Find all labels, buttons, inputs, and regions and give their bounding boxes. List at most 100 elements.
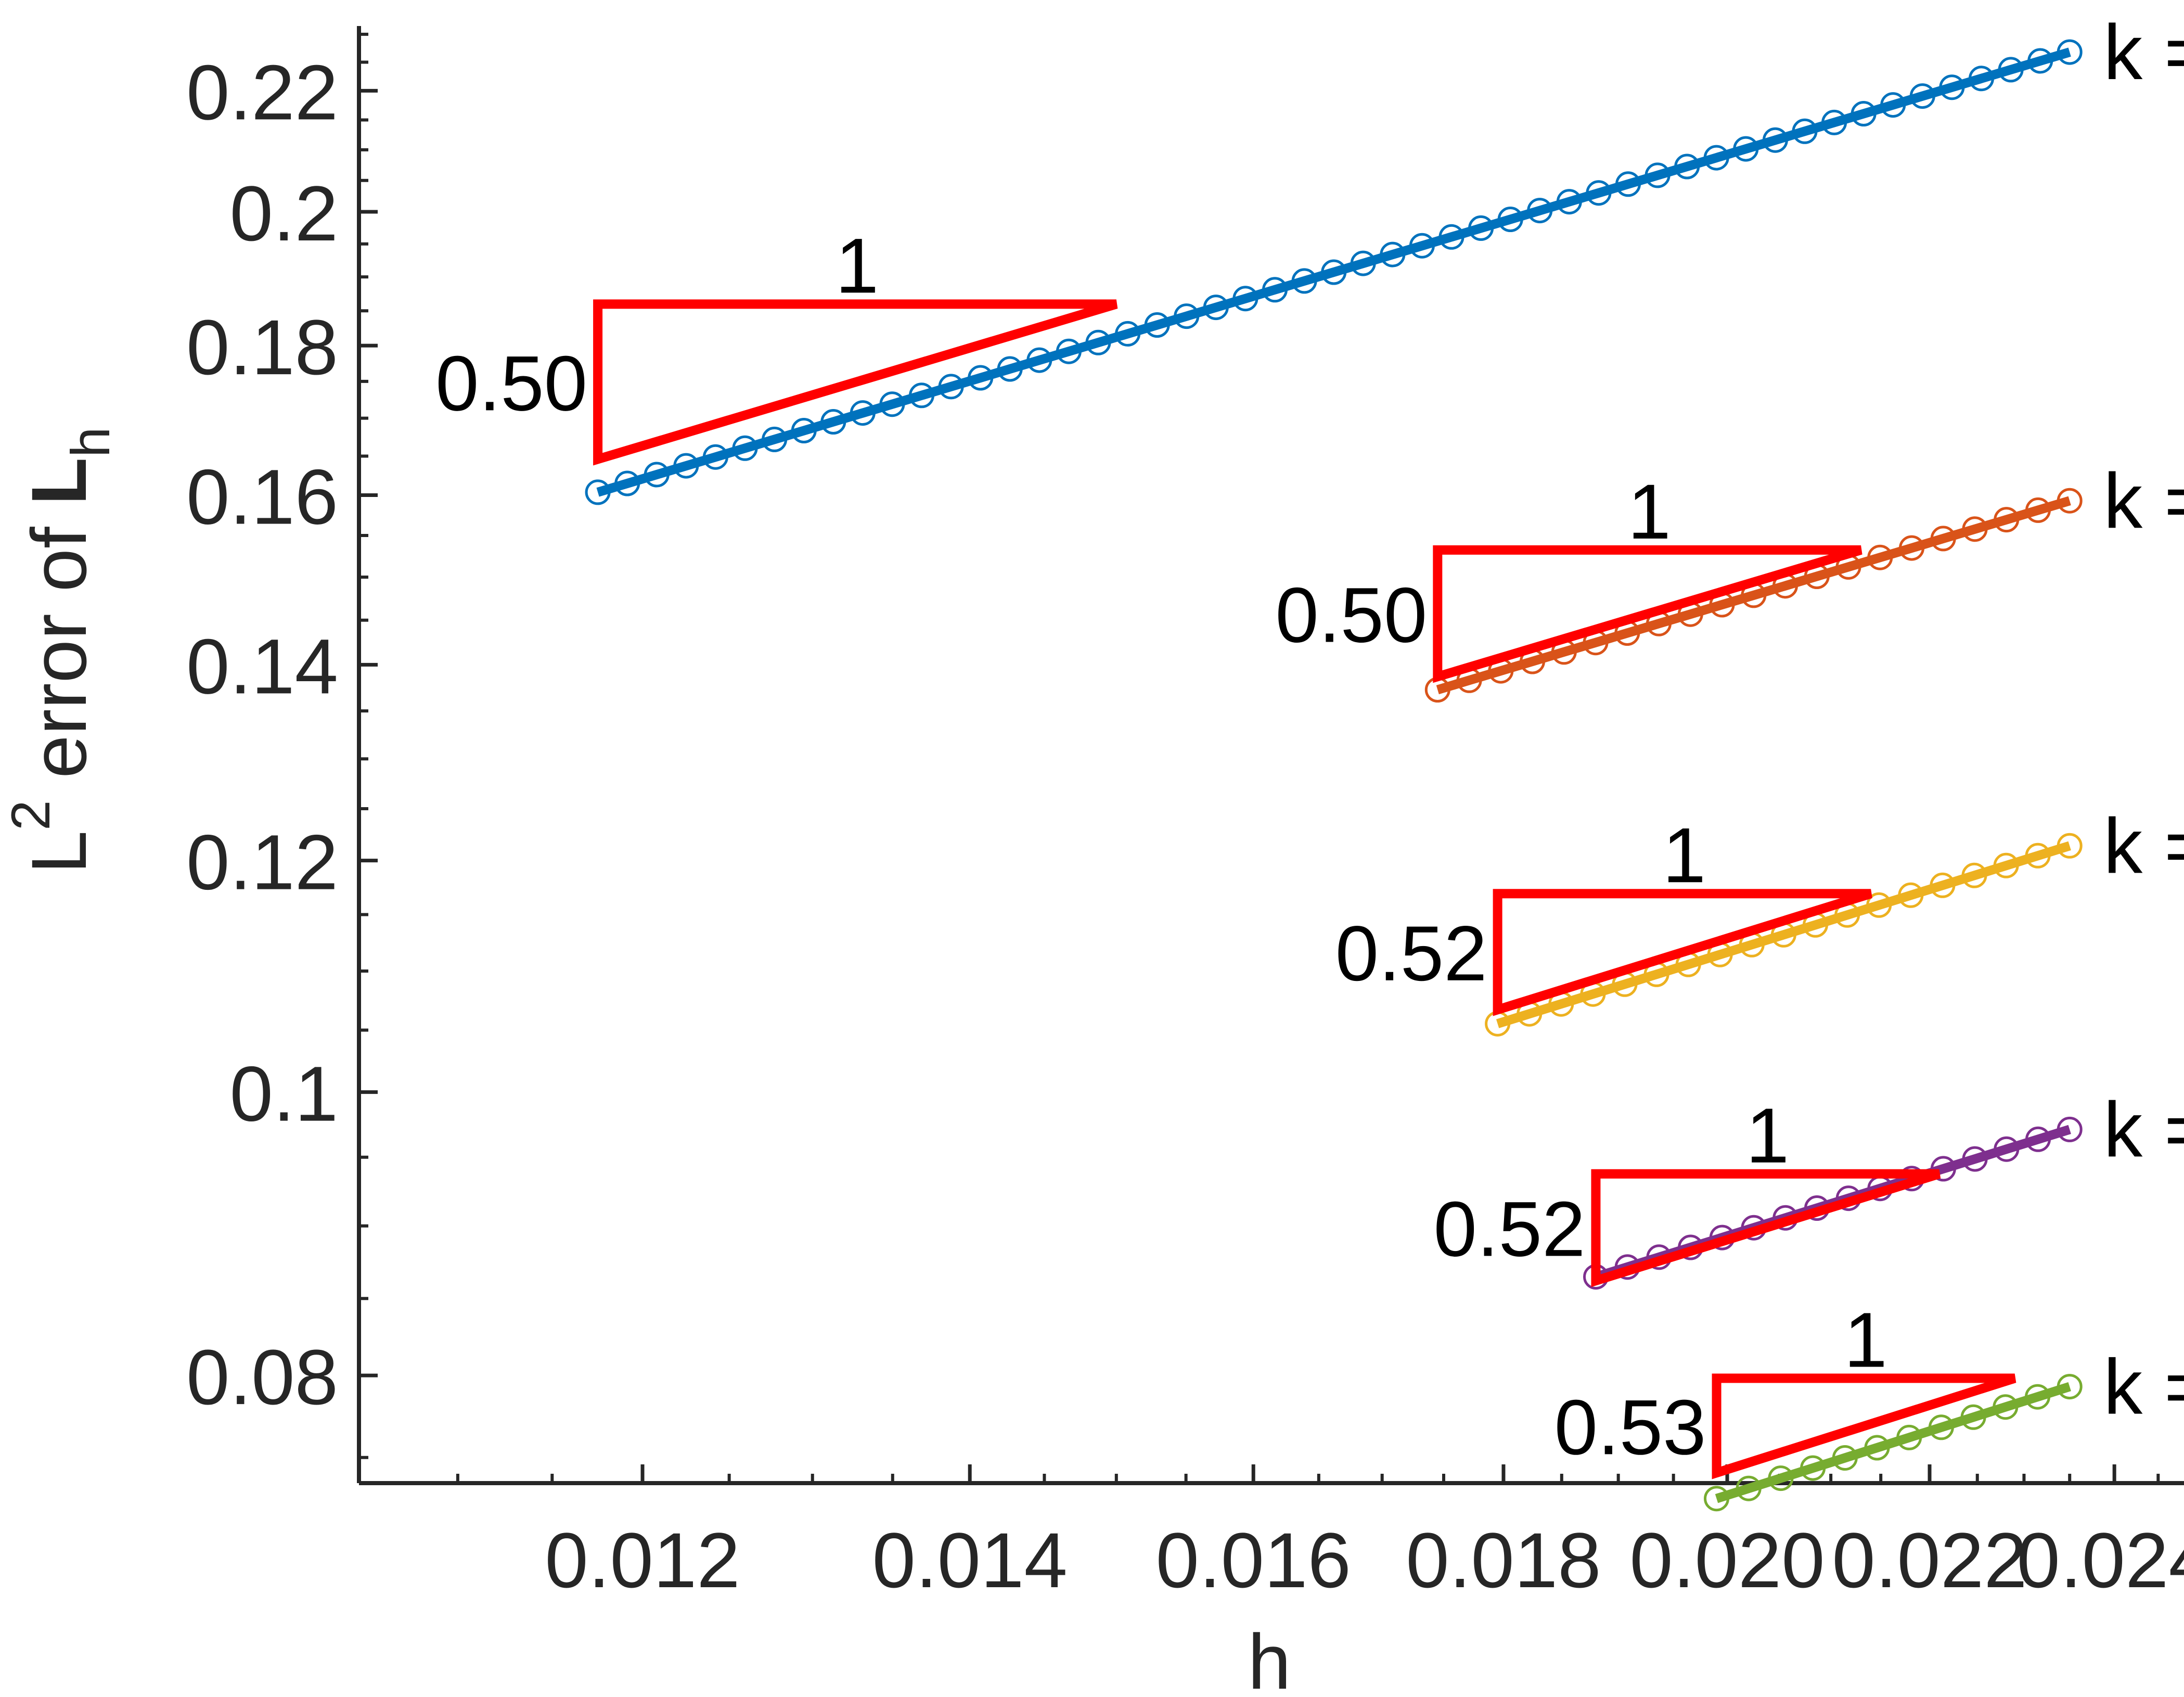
slope-run-label-k3: 1 [1663, 811, 1706, 899]
x-tick-label: 0.016 [1156, 1516, 1351, 1604]
data-point-k1 [1674, 154, 1700, 180]
data-point-k1 [614, 470, 640, 496]
data-point-k3 [1961, 862, 1987, 888]
data-point-k2 [1962, 516, 1988, 542]
data-point-k1 [1645, 162, 1671, 188]
data-point-k1 [1497, 207, 1523, 232]
data-point-k5 [1800, 1455, 1826, 1481]
data-point-k1 [1821, 109, 1847, 135]
x-tick-label: 0.018 [1406, 1516, 1601, 1604]
data-point-k5 [2057, 1374, 2083, 1400]
data-point-k5 [1864, 1435, 1890, 1461]
y-tick-label: 0.16 [186, 453, 338, 541]
series-label-k2: k =2 [2103, 457, 2184, 544]
y-tick-label: 0.14 [186, 622, 338, 710]
slope-value-label-k3: 0.52 [1335, 910, 1487, 997]
data-point-k3 [2057, 833, 2083, 859]
series-label-k4: k =4 [2103, 1086, 2184, 1173]
data-point-k1 [1203, 295, 1229, 321]
y-label-subscript: h [60, 427, 121, 457]
data-point-k1 [1056, 338, 1082, 364]
data-point-k1 [1438, 224, 1464, 250]
data-point-k1 [1115, 321, 1141, 347]
data-point-k1 [1026, 347, 1052, 373]
slope-triangle-k4 [1591, 1169, 1941, 1287]
x-tick-label: 0.022 [1832, 1516, 2027, 1604]
data-point-k1 [1409, 233, 1435, 259]
slope-value-label-k4: 0.52 [1433, 1185, 1585, 1272]
data-point-k1 [1556, 189, 1582, 215]
slope-triangle-k3 [1493, 889, 1872, 1016]
data-point-k2 [1930, 526, 1956, 552]
data-point-k1 [1262, 277, 1288, 303]
data-point-k4 [1994, 1136, 2020, 1162]
data-point-k1 [1174, 303, 1200, 329]
data-point-k1 [1792, 118, 1818, 144]
data-point-k2 [1867, 544, 1893, 570]
data-point-k5 [1960, 1404, 1986, 1430]
x-axis-label: h [1248, 1618, 1291, 1697]
data-point-k1 [1939, 74, 1965, 100]
series-label-k3: k =3 [2103, 802, 2184, 889]
slope-value-label-k5: 0.53 [1555, 1383, 1706, 1471]
data-point-k1 [938, 374, 964, 400]
data-point-k1 [2057, 39, 2083, 65]
data-point-k1 [1586, 180, 1612, 206]
data-point-k1 [1851, 101, 1877, 126]
y-axis-label: L2 error of Lh [1, 427, 121, 874]
slope-run-label-k2: 1 [1627, 468, 1671, 555]
y-label-bold: L [15, 457, 102, 505]
data-point-k1 [702, 444, 728, 470]
series [585, 39, 2083, 1512]
data-point-k3 [1866, 892, 1892, 918]
data-point-k1 [1232, 286, 1258, 312]
data-point-k5 [1704, 1486, 1729, 1512]
x-tick-label: 0.012 [545, 1516, 740, 1604]
data-point-k5 [1993, 1394, 2019, 1420]
data-point-k1 [1998, 57, 2024, 83]
data-point-k1 [1350, 250, 1376, 276]
data-point-k1 [879, 391, 905, 417]
data-point-k1 [1380, 241, 1406, 267]
data-point-k5 [1832, 1445, 1858, 1471]
data-point-k5 [1768, 1465, 1794, 1491]
y-tick-label: 0.2 [229, 170, 338, 257]
data-point-k4 [2057, 1116, 2083, 1142]
y-label-prefix: L [15, 831, 102, 874]
y-tick-label: 0.12 [186, 819, 338, 906]
data-point-k3 [2025, 843, 2051, 869]
data-point-k3 [1898, 882, 1924, 908]
y-label-middle: error of [15, 505, 102, 800]
data-point-k1 [1321, 259, 1347, 285]
slope-value-label-k2: 0.50 [1275, 571, 1427, 659]
data-point-k5 [1896, 1424, 1922, 1450]
slope-triangle-k5 [1712, 1373, 2016, 1479]
data-point-k4 [2025, 1126, 2051, 1152]
data-point-k4 [1930, 1156, 1956, 1182]
data-point-k2 [1994, 507, 2020, 533]
data-point-k1 [2027, 48, 2053, 74]
data-point-k1 [1762, 127, 1788, 153]
y-tick-label: 0.1 [229, 1050, 338, 1138]
data-point-k1 [968, 365, 994, 391]
data-point-k1 [791, 418, 817, 443]
data-point-k5 [2025, 1384, 2050, 1410]
slope-triangles [593, 299, 2016, 1479]
data-point-k5 [1928, 1414, 1954, 1440]
slope-run-label-k4: 1 [1746, 1092, 1789, 1179]
data-point-k1 [1144, 312, 1170, 338]
data-point-k1 [850, 400, 876, 426]
data-point-k1 [1880, 92, 1906, 118]
data-point-k1 [732, 435, 758, 461]
data-point-k1 [1085, 329, 1111, 355]
data-point-k1 [1733, 136, 1759, 162]
data-point-k1 [1969, 66, 1994, 92]
slope-run-label-k1: 1 [836, 222, 879, 309]
series-line-k3 [1496, 841, 2071, 1028]
slope-run-label-k5: 1 [1844, 1296, 1887, 1384]
y-tick-label: 0.08 [186, 1333, 338, 1421]
series-label-k1: k =1 [2103, 8, 2184, 96]
data-point-k1 [762, 426, 788, 452]
